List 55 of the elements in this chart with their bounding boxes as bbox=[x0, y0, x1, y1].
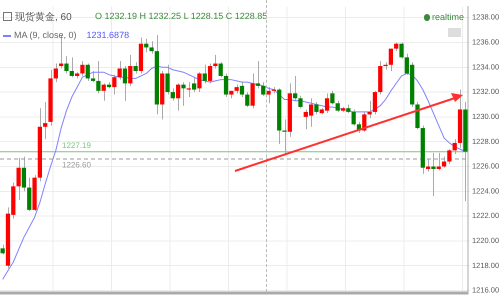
candlestick bbox=[245, 92, 250, 108]
candlestick bbox=[144, 38, 148, 53]
candlestick bbox=[102, 82, 106, 102]
text: 现货黄金, 60 bbox=[15, 10, 72, 24]
candlestick bbox=[64, 56, 69, 74]
candlestick bbox=[80, 60, 85, 76]
candlestick bbox=[192, 76, 196, 93]
candlestick bbox=[388, 48, 394, 72]
ref-line-label: 1227.19 bbox=[62, 140, 92, 150]
candlestick bbox=[86, 63, 90, 82]
candlestick bbox=[447, 148, 452, 165]
ref-line-label: 1226.60 bbox=[62, 160, 92, 170]
candlestick bbox=[330, 90, 335, 105]
candlestick bbox=[314, 102, 319, 115]
candlestick bbox=[256, 60, 260, 89]
candlestick bbox=[27, 177, 32, 212]
candlestick bbox=[90, 70, 96, 83]
candlestick bbox=[96, 60, 101, 94]
candlestick bbox=[261, 82, 266, 96]
candlestick bbox=[213, 54, 218, 70]
candlestick bbox=[112, 74, 116, 96]
candlestick bbox=[452, 138, 457, 155]
candlestick bbox=[442, 156, 446, 168]
candlestick bbox=[298, 95, 303, 109]
candlestick bbox=[436, 152, 441, 171]
candlestick bbox=[282, 118, 287, 156]
candlestick bbox=[0, 244, 5, 256]
candlestick bbox=[250, 72, 255, 109]
candlestick bbox=[426, 158, 430, 172]
candlestick bbox=[176, 82, 180, 112]
candlestick bbox=[352, 108, 356, 126]
candlestick bbox=[118, 60, 122, 80]
text: O 1232.19 H 1232.25 L 1228.15 C 1228.85 bbox=[95, 11, 268, 21]
candlestick bbox=[202, 64, 207, 84]
candlestick bbox=[208, 63, 212, 84]
candlestick bbox=[181, 82, 186, 106]
candlestick bbox=[22, 156, 26, 192]
candlestick bbox=[70, 56, 74, 78]
candlestick bbox=[122, 66, 128, 102]
legend-label: MA (9, close, 0) bbox=[14, 30, 77, 40]
candlestick bbox=[431, 152, 436, 197]
annotation: 1231.6878 bbox=[86, 30, 130, 40]
candlestick bbox=[372, 90, 378, 115]
annotation: realtime bbox=[432, 12, 464, 22]
candlestick bbox=[133, 62, 138, 74]
candlestick bbox=[43, 102, 48, 140]
candlestick bbox=[128, 54, 132, 86]
candlestick bbox=[224, 72, 228, 98]
candlestick bbox=[367, 100, 372, 119]
candlestick bbox=[336, 100, 340, 112]
candlestick bbox=[197, 72, 202, 93]
candlestick bbox=[16, 157, 21, 200]
candlestick bbox=[218, 62, 223, 78]
candlestick bbox=[240, 82, 244, 98]
candlestick bbox=[293, 75, 298, 102]
